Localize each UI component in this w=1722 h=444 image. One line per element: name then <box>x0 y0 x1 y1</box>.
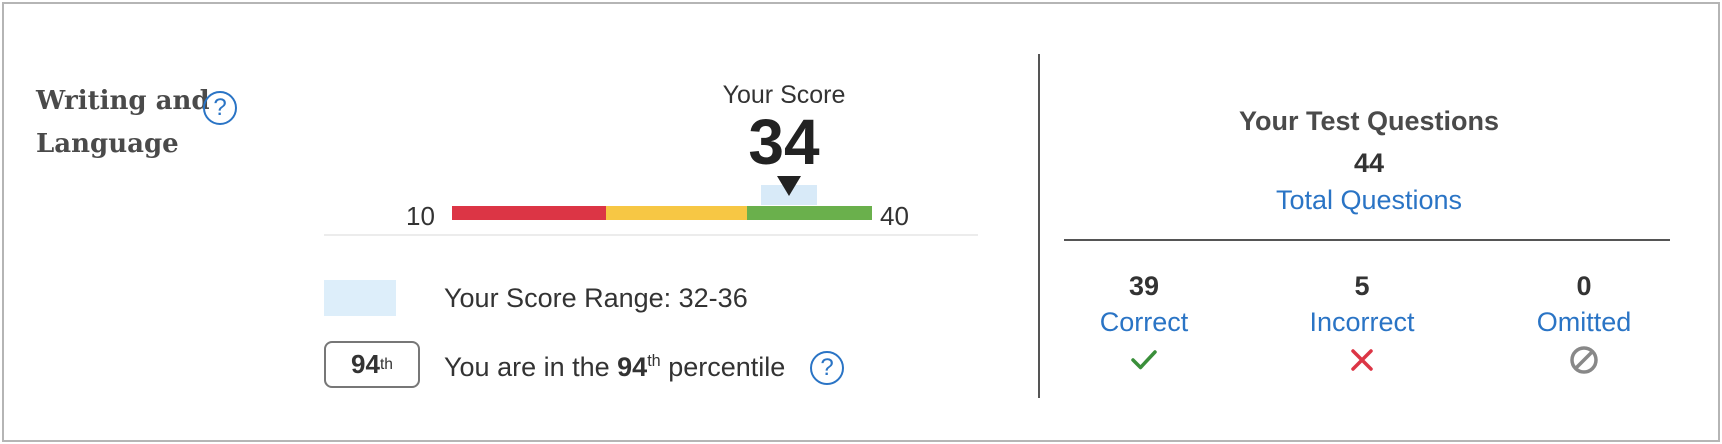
scale-min-label: 10 <box>406 201 435 231</box>
percentile-after: percentile <box>660 352 786 382</box>
scale-bar-green-segment <box>747 206 872 220</box>
total-questions-count: 44 <box>1353 148 1385 178</box>
omitted-link[interactable]: Omitted <box>1536 307 1632 337</box>
score-range-text: Your Score Range: 32-36 <box>444 283 748 313</box>
vertical-divider <box>1038 54 1040 398</box>
stat-omitted: 0 Omitted <box>1494 268 1674 376</box>
your-score-label: Your Score <box>722 81 846 109</box>
percentile-text: You are in the 94th percentile <box>444 352 785 383</box>
percentile-badge-number: 94 <box>351 349 380 379</box>
scale-bar-yellow-segment <box>606 206 747 220</box>
score-marker-icon <box>777 176 801 196</box>
incorrect-link[interactable]: Incorrect <box>1309 307 1415 337</box>
horizontal-divider <box>1064 239 1670 241</box>
prohibited-icon <box>1494 344 1674 376</box>
scale-bar-red-segment <box>452 206 606 220</box>
test-questions-title: Your Test Questions <box>1238 106 1500 136</box>
section-title: Writing and Language <box>36 86 210 159</box>
incorrect-count: 5 <box>1354 271 1370 301</box>
score-value: 34 <box>748 106 820 178</box>
total-questions-link[interactable]: Total Questions <box>1275 185 1463 215</box>
checkmark-icon <box>1054 344 1234 376</box>
percentile-suffix: th <box>647 352 661 370</box>
score-range-swatch <box>324 280 396 316</box>
correct-count: 39 <box>1128 271 1160 301</box>
percentile-help-icon[interactable]: ? <box>810 351 844 385</box>
stat-correct: 39 Correct <box>1054 268 1234 376</box>
correct-link[interactable]: Correct <box>1099 307 1189 337</box>
x-icon <box>1272 344 1452 376</box>
help-icon[interactable]: ? <box>203 91 237 125</box>
scale-divider <box>324 234 978 236</box>
stat-incorrect: 5 Incorrect <box>1272 268 1452 376</box>
scale-max-label: 40 <box>880 201 909 231</box>
percentile-prefix: You are in the <box>444 352 618 382</box>
omitted-count: 0 <box>1576 271 1592 301</box>
percentile-number: 94 <box>617 352 648 382</box>
